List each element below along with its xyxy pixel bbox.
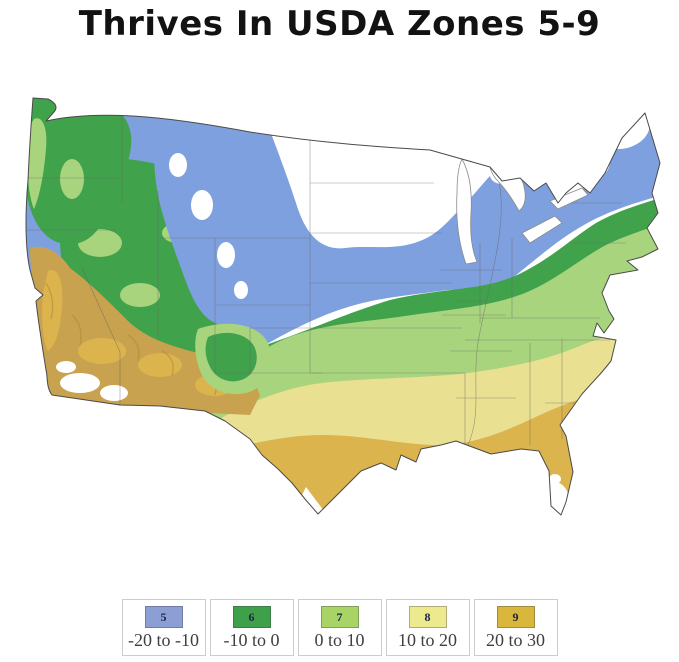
map-region-peak-white-1	[169, 153, 187, 177]
legend-item-zone6: 6 -10 to 0	[209, 599, 294, 656]
legend-item-zone8: 8 10 to 20	[385, 599, 470, 656]
us-map-svg	[25, 97, 661, 516]
zone6-swatch: 6	[232, 606, 271, 628]
map-region-florida-lake-white	[549, 474, 561, 484]
zone7-swatch: 7	[320, 606, 359, 628]
map-region-peak-white-4	[234, 281, 248, 299]
zone7-range-label: 0 to 10	[314, 630, 365, 650]
map-region-peak-white-2	[191, 190, 213, 220]
map-region-socal-white-3	[56, 361, 76, 373]
map-region-zone9	[26, 373, 660, 515]
map-region-desert-gold-2	[138, 353, 182, 377]
map-region-socal-white-1	[60, 373, 100, 393]
map-region-desert-gold-1	[78, 338, 126, 364]
lake-michigan	[456, 158, 478, 265]
map-region-pnw-lightgreen-2	[60, 159, 84, 199]
map-region-south-florida-white	[539, 481, 570, 515]
usda-zone-map	[10, 83, 670, 563]
state-borders	[26, 111, 626, 455]
zone5-range-label: -20 to -10	[128, 630, 199, 650]
zone6-range-label: -10 to 0	[223, 630, 280, 650]
us-outline	[25, 97, 661, 516]
map-region-basin-lightgreen-2	[120, 283, 160, 307]
zone5-swatch: 5	[144, 606, 183, 628]
page-title: Thrives In USDA Zones 5-9	[78, 4, 601, 44]
legend-item-zone7: 7 0 to 10	[297, 599, 382, 656]
lake-ontario	[549, 187, 589, 210]
map-region-nm-highland-green	[205, 332, 257, 382]
zone8-swatch: 8	[408, 606, 447, 628]
lake-erie	[521, 215, 563, 244]
legend-item-zone9: 9 20 to 30	[473, 599, 558, 656]
zone8-range-label: 10 to 20	[397, 630, 457, 650]
map-terrain-relief	[45, 282, 217, 396]
zone-legend: 5 -20 to -10 6 -10 to 0 7 0 to 10 8 10 t…	[121, 599, 558, 656]
zone9-range-label: 20 to 30	[485, 630, 545, 650]
map-region-socal-white-2	[100, 385, 128, 401]
map-region-pnw-valley-lightgreen	[27, 118, 47, 209]
map-region-south-texas-white	[300, 487, 324, 515]
zone9-swatch: 9	[496, 606, 535, 628]
map-region-peak-white-3	[217, 242, 235, 268]
legend-item-zone5: 5 -20 to -10	[121, 599, 206, 656]
